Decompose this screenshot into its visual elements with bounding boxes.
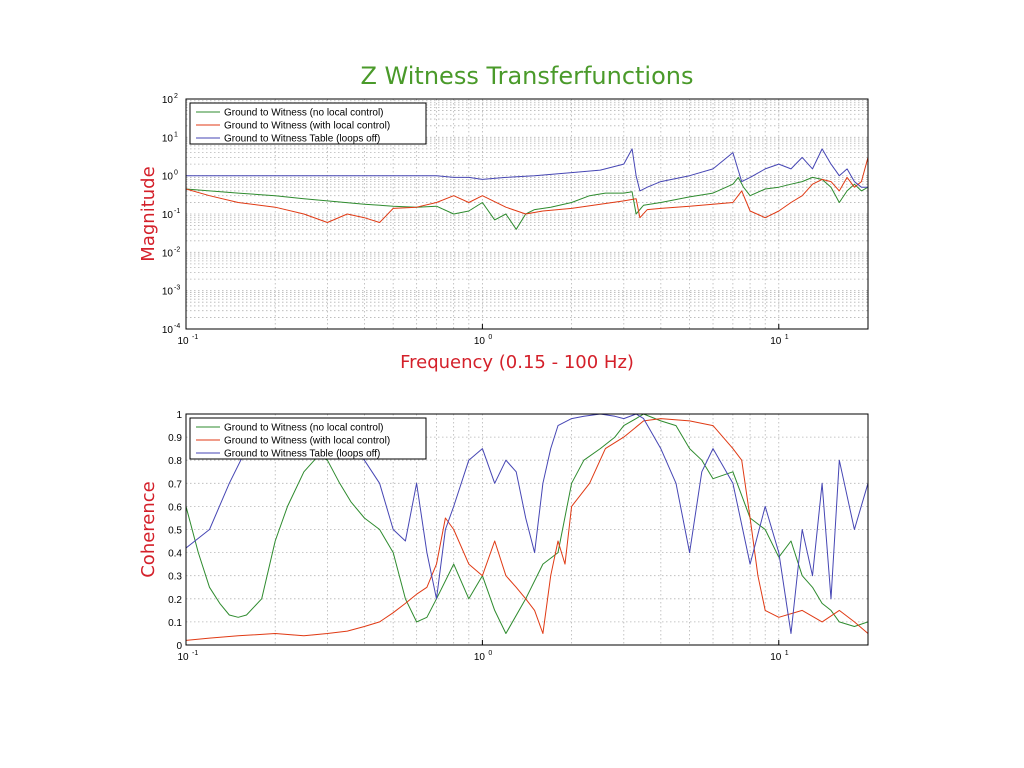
y-tick-label: 0.5 [168,526,182,537]
series-line-2 [186,157,868,223]
x-tick-label: 10 [770,336,782,347]
legend: Ground to Witness (no local control) Grou… [189,417,427,460]
figure-title: Z Witness Transferfunctions [360,62,693,90]
legend: Ground to Witness (no local control) Grou… [189,102,427,145]
y-tick-exponent: 0 [174,170,178,177]
axes-frame [185,98,869,330]
x-tick-exponent: -1 [192,650,198,657]
legend-label-1: Ground to Witness (no local control) [224,108,384,119]
x-tick-label: 10 [474,652,486,663]
x-tick-label: 10 [770,652,782,663]
y-tick-label: 10 [162,248,174,259]
x-tick-label: 10 [474,336,486,347]
legend-label-3: Ground to Witness Table (loops off) [224,449,380,460]
legend-label-2: Ground to Witness (with local control) [224,436,390,447]
series-line-1 [186,176,868,230]
y-tick-exponent: 2 [174,93,178,100]
y-axis-label: Magnitude [138,166,159,261]
legend-box [189,417,427,460]
x-axis-label: Frequency (0.15 - 100 Hz) [400,352,634,373]
y-tick-label: 10 [162,287,174,298]
y-tick-label: 0.4 [168,549,182,560]
y-tick-label: 0.2 [168,595,182,606]
x-tick-exponent: 0 [488,334,492,341]
x-tick-exponent: 0 [488,650,492,657]
x-tick-exponent: 1 [785,650,789,657]
grid [185,99,869,330]
y-axis-label: Coherence [138,481,159,578]
axes-frame [185,413,869,646]
y-tick-exponent: -1 [174,208,180,215]
grid [185,414,869,645]
series-line-2 [186,418,868,641]
legend-label-2: Ground to Witness (with local control) [224,121,390,132]
y-tick-label: 0.7 [168,479,182,490]
y-tick-label: 10 [162,325,174,336]
x-tick-label: 10 [177,336,189,347]
legend-box [189,102,427,145]
x-tick-label: 10 [177,652,189,663]
y-tick-exponent: -3 [174,285,180,292]
legend-label-3: Ground to Witness Table (loops off) [224,134,380,145]
y-tick-label: 0.9 [168,433,182,444]
magnitude-panel: 10 -1 10 0 10 110 210 110 010 -110 -210 -310 -4Magni… [138,93,869,373]
y-tick-label: 0 [176,641,182,652]
y-tick-label: 10 [162,210,174,221]
y-tick-label: 0.8 [168,456,182,467]
y-tick-label: 0.3 [168,572,182,583]
x-tick-exponent: -1 [192,334,198,341]
y-tick-label: 0.6 [168,502,182,513]
series-line-3 [186,148,868,192]
legend-label-1: Ground to Witness (no local control) [224,423,384,434]
y-tick-label: 10 [162,172,174,183]
y-tick-exponent: 1 [174,131,178,138]
coherence-panel: 10 -1 10 0 10 100.10.20.30.40.50.60.70.80.91C… [138,410,869,663]
y-tick-label: 10 [162,133,174,144]
y-tick-exponent: -4 [174,323,180,330]
x-tick-exponent: 1 [785,334,789,341]
series-line-1 [186,414,868,634]
y-tick-exponent: -2 [174,246,180,253]
y-tick-label: 0.1 [168,618,182,629]
y-tick-label: 1 [176,410,182,421]
y-tick-label: 10 [162,95,174,106]
